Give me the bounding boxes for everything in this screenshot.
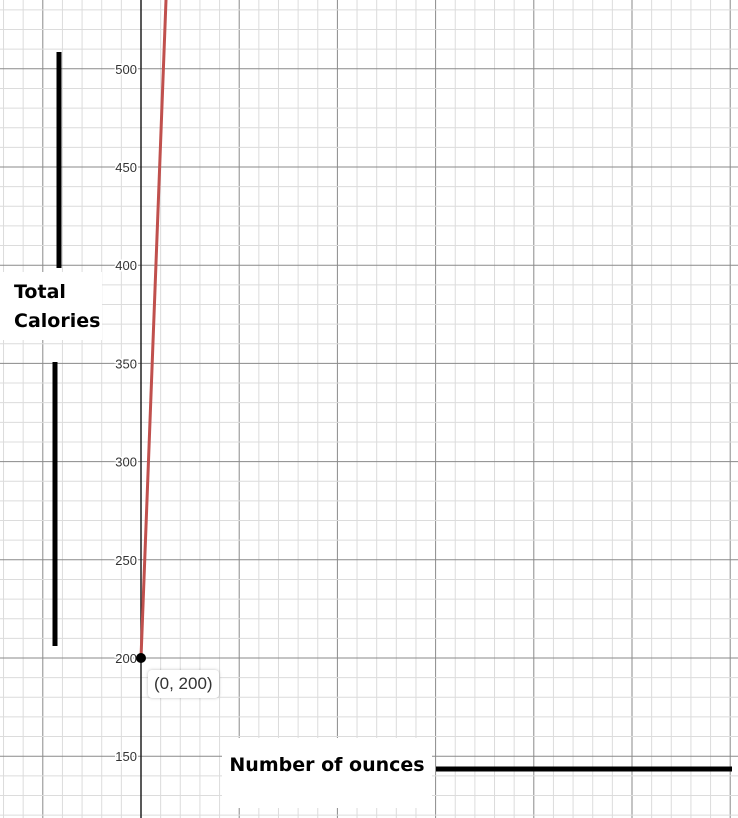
data-point [136, 653, 146, 663]
point-label: (0, 200) [148, 670, 219, 698]
x-axis-label: Number of ounces [222, 738, 432, 808]
y-tick-label: 500 [115, 62, 137, 77]
y-tick-label: 200 [115, 651, 137, 666]
y-axis-label: Total Calories [0, 272, 102, 340]
y-tick-label: 150 [115, 749, 137, 764]
y-tick-label: 400 [115, 258, 137, 273]
series-line [139, 0, 168, 659]
y-tick-label: 350 [115, 356, 137, 371]
y-tick-label: 450 [115, 160, 137, 175]
y-tick-label: 250 [115, 553, 137, 568]
y-tick-label: 300 [115, 455, 137, 470]
